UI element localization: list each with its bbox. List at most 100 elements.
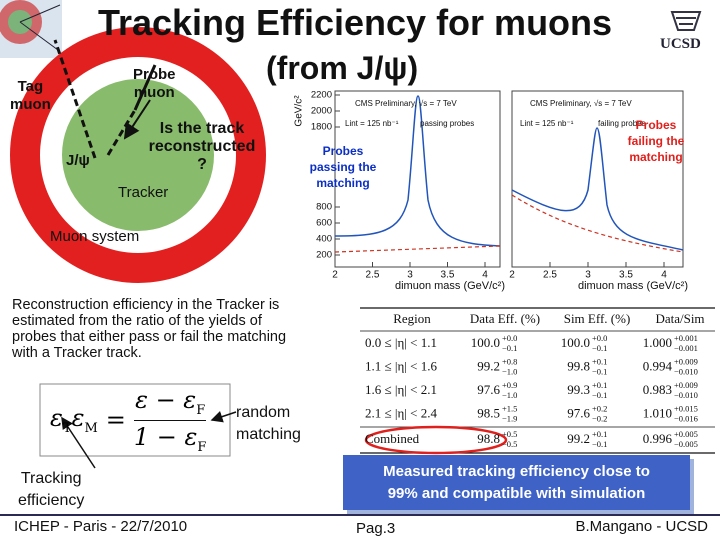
text-line: random <box>236 404 291 421</box>
x-tick-label: 3.5 <box>441 270 455 281</box>
title: Tracking Efficiency for muons <box>97 2 613 43</box>
x-tick-label: 2.5 <box>366 270 380 281</box>
subscript: T <box>62 420 72 436</box>
table-value: 0.983 <box>643 382 672 397</box>
x-tick-label: 4 <box>661 270 667 281</box>
table-error-plus: +0.2 <box>592 403 607 413</box>
text-line: Is the track <box>159 120 245 137</box>
diagram-label: Is the track reconstructed? <box>140 120 264 174</box>
plot-lumi: Lint = 125 nb⁻¹ <box>520 119 574 128</box>
description: Reconstruction efficiency in the Tracker… <box>12 297 287 361</box>
annotation: Tracking efficiency <box>18 468 84 512</box>
table-value: 98.5 <box>477 405 500 420</box>
x-tick-label: 2 <box>509 270 515 281</box>
x-tick-label: 2.5 <box>543 270 557 281</box>
table-value: 99.2 <box>567 431 590 446</box>
table-error-minus: −1.9 <box>502 413 517 423</box>
text-line: Tag <box>17 78 44 95</box>
table-error-minus: −0.001 <box>674 343 698 353</box>
highlight-ellipse <box>364 425 508 455</box>
table-error-plus: +0.8 <box>502 356 517 366</box>
footer-left: ICHEP - Paris - 22/7/2010 <box>14 518 188 535</box>
conclusion: Measured tracking efficiency close to 99%… <box>343 461 690 505</box>
table-value: 100.0 <box>471 335 500 350</box>
table-region: Combined <box>365 431 420 446</box>
table-value: 99.2 <box>477 358 500 373</box>
arrow <box>61 416 96 469</box>
y-tick-label: 1800 <box>311 122 332 133</box>
diagram-label: Tag muon <box>10 78 51 114</box>
subtitle: (from J/ψ) <box>266 50 419 86</box>
x-tick-label: 2 <box>332 270 338 281</box>
table-error-plus: +0.009 <box>674 380 698 390</box>
x-tick-label: 3 <box>585 270 591 281</box>
text-line: muon <box>10 96 51 113</box>
table-error-plus: +1.5 <box>502 403 517 413</box>
numerator: ε − εF <box>135 386 205 418</box>
table-error-minus: −0.010 <box>674 366 698 376</box>
footer-center: Pag.3 <box>356 520 396 537</box>
y-tick-label: 2000 <box>311 106 332 117</box>
x-tick-label: 3 <box>407 270 413 281</box>
annotation: random matching <box>236 402 301 446</box>
table-value: 97.6 <box>567 405 590 420</box>
table-region: 0.0 ≤ |η| < 1.1 <box>365 335 437 350</box>
text-line: Tracking <box>20 470 82 487</box>
plot-annotation: failing the <box>628 134 685 148</box>
table-error-minus: −0.1 <box>592 366 607 376</box>
plot-label: passing probes <box>420 119 474 128</box>
x-axis-label: dimuon mass (GeV/c²) <box>395 280 505 292</box>
diagram-label: Probe muon <box>133 66 176 102</box>
plot-annotation: matching <box>316 176 369 190</box>
plot-frame <box>334 90 501 268</box>
text-line: efficiency <box>18 492 85 509</box>
plot-annotation: matching <box>629 150 682 164</box>
text-line: matching <box>236 426 301 443</box>
x-tick-label: 4 <box>482 270 488 281</box>
table-header: Data/Sim <box>655 311 704 326</box>
text-line: Measured tracking efficiency close to <box>383 463 650 480</box>
table-error-plus: +0.1 <box>592 356 607 366</box>
table-error-minus: −0.016 <box>674 413 698 423</box>
plot-annotation: passing the <box>310 160 377 174</box>
y-tick-label: 800 <box>316 202 332 213</box>
fraction: ε − εF 1 − εF <box>133 386 207 455</box>
table-value: 97.6 <box>477 382 500 397</box>
y-tick-label: 2200 <box>311 90 332 101</box>
plot-label: failing probes <box>598 119 646 128</box>
symbol: ε <box>71 404 85 433</box>
table-error-plus: +0.005 <box>674 429 698 439</box>
table-region: 1.6 ≤ |η| < 2.1 <box>365 382 437 397</box>
y-tick-label: 400 <box>316 234 332 245</box>
table-error-plus: +0.1 <box>592 429 607 439</box>
symbol: ε − ε <box>135 385 197 414</box>
table-error-plus: +0.1 <box>592 380 607 390</box>
symbol: 1 − ε <box>133 422 198 451</box>
y-tick-label: 600 <box>316 218 332 229</box>
table-error-minus: −0.1 <box>592 343 607 353</box>
table-error-minus: −0.5 <box>502 439 517 449</box>
table-value: 99.8 <box>567 358 590 373</box>
table-value: 1.010 <box>643 405 672 420</box>
table-error-plus: +0.009 <box>674 356 698 366</box>
table-error-minus: −0.1 <box>592 390 607 400</box>
subscript: F <box>196 402 206 418</box>
table-error-plus: +0.0 <box>502 333 517 343</box>
table-error-minus: −0.005 <box>674 439 698 449</box>
subscript: F <box>197 439 207 455</box>
arrow <box>210 410 237 423</box>
text-line: reconstructed <box>148 138 256 155</box>
detector-diagram <box>10 27 266 283</box>
equals: = <box>105 406 126 434</box>
table-error-minus: −0.1 <box>592 439 607 449</box>
plot-curves <box>334 90 684 268</box>
table-error-plus: +0.001 <box>674 333 698 343</box>
table-error-plus: +0.015 <box>674 403 698 413</box>
table-error-plus: +0.5 <box>502 429 517 439</box>
plot-annotation: Probes <box>323 144 364 158</box>
table-error-minus: −0.1 <box>502 343 517 353</box>
table-error-minus: −0.010 <box>674 390 698 400</box>
table-value: 1.000 <box>643 335 672 350</box>
